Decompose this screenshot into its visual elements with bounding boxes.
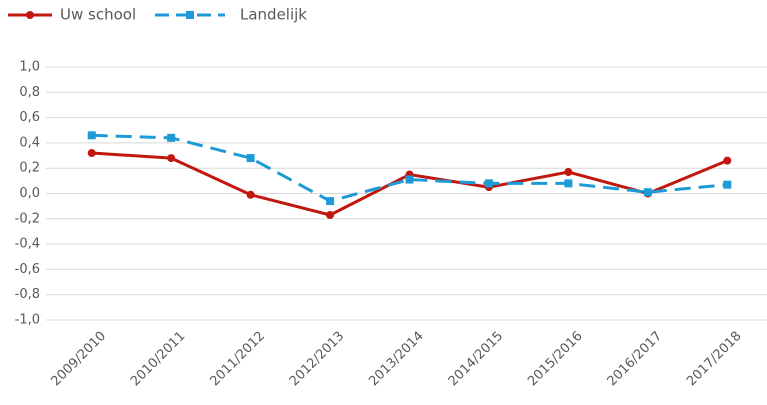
point (167, 154, 176, 163)
x-tick-label: 2010/2011 (128, 329, 189, 390)
y-tick-label: -0,2 (15, 211, 40, 226)
y-tick-label: 0,0 (19, 186, 40, 201)
point (87, 131, 96, 140)
y-tick-label: -0,4 (15, 237, 40, 252)
point (167, 133, 176, 142)
legend-marker (186, 11, 194, 19)
y-tick-label: 0,4 (19, 135, 40, 150)
legend-marker (26, 11, 34, 19)
legend-label: Uw school (60, 6, 136, 24)
x-tick-label: 2016/2017 (605, 329, 666, 390)
x-tick-label: 2015/2016 (525, 329, 586, 390)
x-tick-label: 2009/2010 (49, 329, 110, 390)
y-tick-label: 0,8 (19, 85, 40, 100)
series-line (91, 133, 728, 203)
point (246, 154, 255, 163)
point (405, 175, 414, 184)
point (643, 188, 652, 197)
legend-label: Landelijk (240, 6, 307, 24)
y-tick-label: -0,6 (15, 262, 40, 277)
point (87, 149, 96, 158)
x-tick-label: 2013/2014 (366, 329, 427, 390)
point (326, 197, 335, 206)
x-tick-label: 2011/2012 (207, 329, 268, 390)
y-tick-label: 0,6 (19, 110, 40, 125)
y-tick-label: -1,0 (15, 313, 40, 328)
y-tick-label: 0,2 (19, 161, 40, 176)
point (484, 179, 493, 188)
series-line (91, 151, 728, 217)
x-tick-label: 2014/2015 (446, 329, 507, 390)
y-tick-label: -0,8 (15, 287, 40, 302)
x-tick-label: 2017/2018 (684, 329, 745, 390)
point (564, 167, 573, 176)
point (326, 211, 335, 220)
point (723, 156, 732, 165)
legend: Uw school Landelijk (8, 6, 307, 24)
point (723, 180, 732, 189)
point (564, 179, 573, 188)
y-tick-label: 1,0 (19, 60, 40, 75)
x-tick-label: 2012/2013 (287, 329, 348, 390)
point (246, 190, 255, 199)
